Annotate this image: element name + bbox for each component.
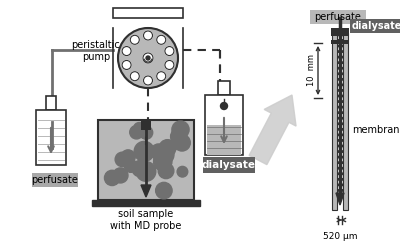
Circle shape bbox=[136, 162, 156, 181]
Bar bbox=[205, 95, 243, 155]
Circle shape bbox=[144, 31, 152, 40]
Circle shape bbox=[140, 126, 153, 139]
Circle shape bbox=[174, 134, 190, 151]
Bar bbox=[92, 200, 200, 206]
Bar bbox=[203, 157, 255, 173]
Bar bbox=[113, 8, 183, 18]
Circle shape bbox=[122, 46, 131, 56]
Text: dialysate: dialysate bbox=[202, 160, 256, 170]
Circle shape bbox=[118, 28, 178, 88]
Bar bbox=[46, 96, 56, 110]
Bar bbox=[32, 173, 78, 187]
Circle shape bbox=[165, 46, 174, 56]
Circle shape bbox=[159, 140, 176, 157]
Polygon shape bbox=[249, 95, 296, 165]
Circle shape bbox=[172, 121, 189, 138]
Bar bbox=[343, 33, 348, 210]
Polygon shape bbox=[336, 193, 344, 205]
Circle shape bbox=[130, 72, 139, 81]
Circle shape bbox=[158, 163, 174, 179]
Bar bbox=[98, 120, 194, 200]
Bar bbox=[207, 125, 241, 155]
Circle shape bbox=[220, 103, 228, 109]
Circle shape bbox=[171, 134, 186, 149]
Circle shape bbox=[132, 161, 148, 177]
Bar bbox=[36, 110, 66, 165]
Circle shape bbox=[144, 76, 152, 85]
Circle shape bbox=[104, 170, 120, 185]
Circle shape bbox=[154, 152, 172, 171]
Circle shape bbox=[157, 35, 166, 44]
Circle shape bbox=[130, 125, 143, 139]
Bar bbox=[331, 40, 349, 44]
Text: perfusate: perfusate bbox=[32, 175, 78, 185]
Circle shape bbox=[146, 56, 150, 60]
Circle shape bbox=[134, 123, 145, 134]
Circle shape bbox=[143, 53, 153, 63]
Bar bbox=[310, 10, 366, 24]
Text: 10  mm: 10 mm bbox=[306, 54, 316, 86]
Bar bbox=[350, 19, 400, 33]
Bar bbox=[141, 120, 151, 130]
Circle shape bbox=[121, 150, 135, 164]
Text: peristaltic
pump: peristaltic pump bbox=[72, 40, 120, 62]
Circle shape bbox=[130, 35, 139, 44]
Polygon shape bbox=[141, 185, 151, 197]
Circle shape bbox=[177, 166, 188, 177]
Circle shape bbox=[115, 152, 130, 167]
Circle shape bbox=[153, 144, 174, 165]
Circle shape bbox=[151, 144, 166, 160]
Bar bbox=[218, 81, 230, 95]
Text: 520 μm: 520 μm bbox=[323, 231, 357, 241]
Circle shape bbox=[156, 182, 172, 199]
Circle shape bbox=[134, 141, 154, 162]
Circle shape bbox=[124, 160, 137, 172]
Circle shape bbox=[122, 61, 131, 69]
Circle shape bbox=[165, 61, 174, 69]
Bar bbox=[331, 28, 349, 36]
Circle shape bbox=[113, 168, 128, 183]
Circle shape bbox=[157, 72, 166, 81]
Text: perfusate: perfusate bbox=[314, 12, 362, 22]
Text: membrane: membrane bbox=[352, 125, 400, 135]
Text: dialysate: dialysate bbox=[352, 21, 400, 31]
Circle shape bbox=[170, 128, 187, 145]
Bar bbox=[332, 33, 337, 210]
Text: soil sample
with MD probe: soil sample with MD probe bbox=[110, 209, 182, 231]
